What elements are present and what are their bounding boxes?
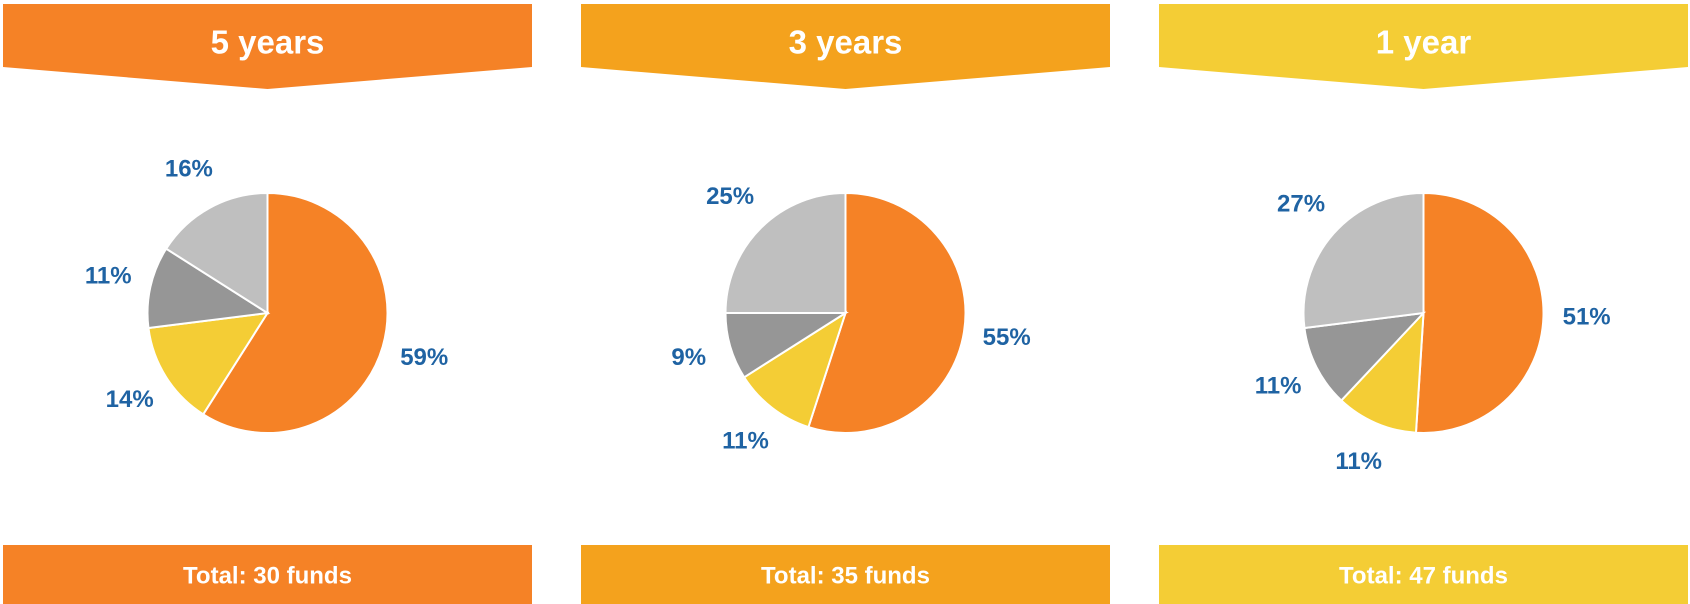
slice-label: 25% [706,183,754,210]
slice-label: 11% [85,263,132,290]
footer-bar [1159,545,1688,604]
footer-bar [3,545,532,604]
slice-label: 11% [1335,448,1382,475]
pie-slice [742,310,848,429]
footer-text: Total: 47 funds [1339,562,1508,589]
header-title: 1 year [1376,24,1472,61]
footer-text: Total: 35 funds [761,562,930,589]
pie-slice [1414,191,1545,434]
header-title: 5 years [211,24,325,61]
slice-label: 55% [983,324,1031,351]
slice-label: 16% [165,155,213,182]
header-banner [3,4,532,89]
pie-slice [724,191,847,314]
pie-slice [1303,311,1427,402]
footer-text: Total: 30 funds [183,562,352,589]
header-banner [581,4,1110,89]
pie-slice [1339,310,1425,434]
pie-slice [807,191,967,434]
header-banner [1159,4,1688,89]
pie-slice [147,311,270,416]
pie-slice [146,247,271,330]
pie-slice [164,191,269,315]
slice-label: 14% [106,386,154,413]
pie-slice [1302,191,1425,330]
slice-label: 11% [1255,372,1302,399]
slice-label: 27% [1277,190,1325,217]
header-title: 3 years [789,24,903,61]
slice-label: 59% [400,344,448,371]
pie-slice [201,191,389,434]
slice-label: 9% [671,344,706,371]
slice-label: 11% [722,427,769,454]
slice-label: 51% [1563,303,1611,330]
footer-bar [581,545,1110,604]
